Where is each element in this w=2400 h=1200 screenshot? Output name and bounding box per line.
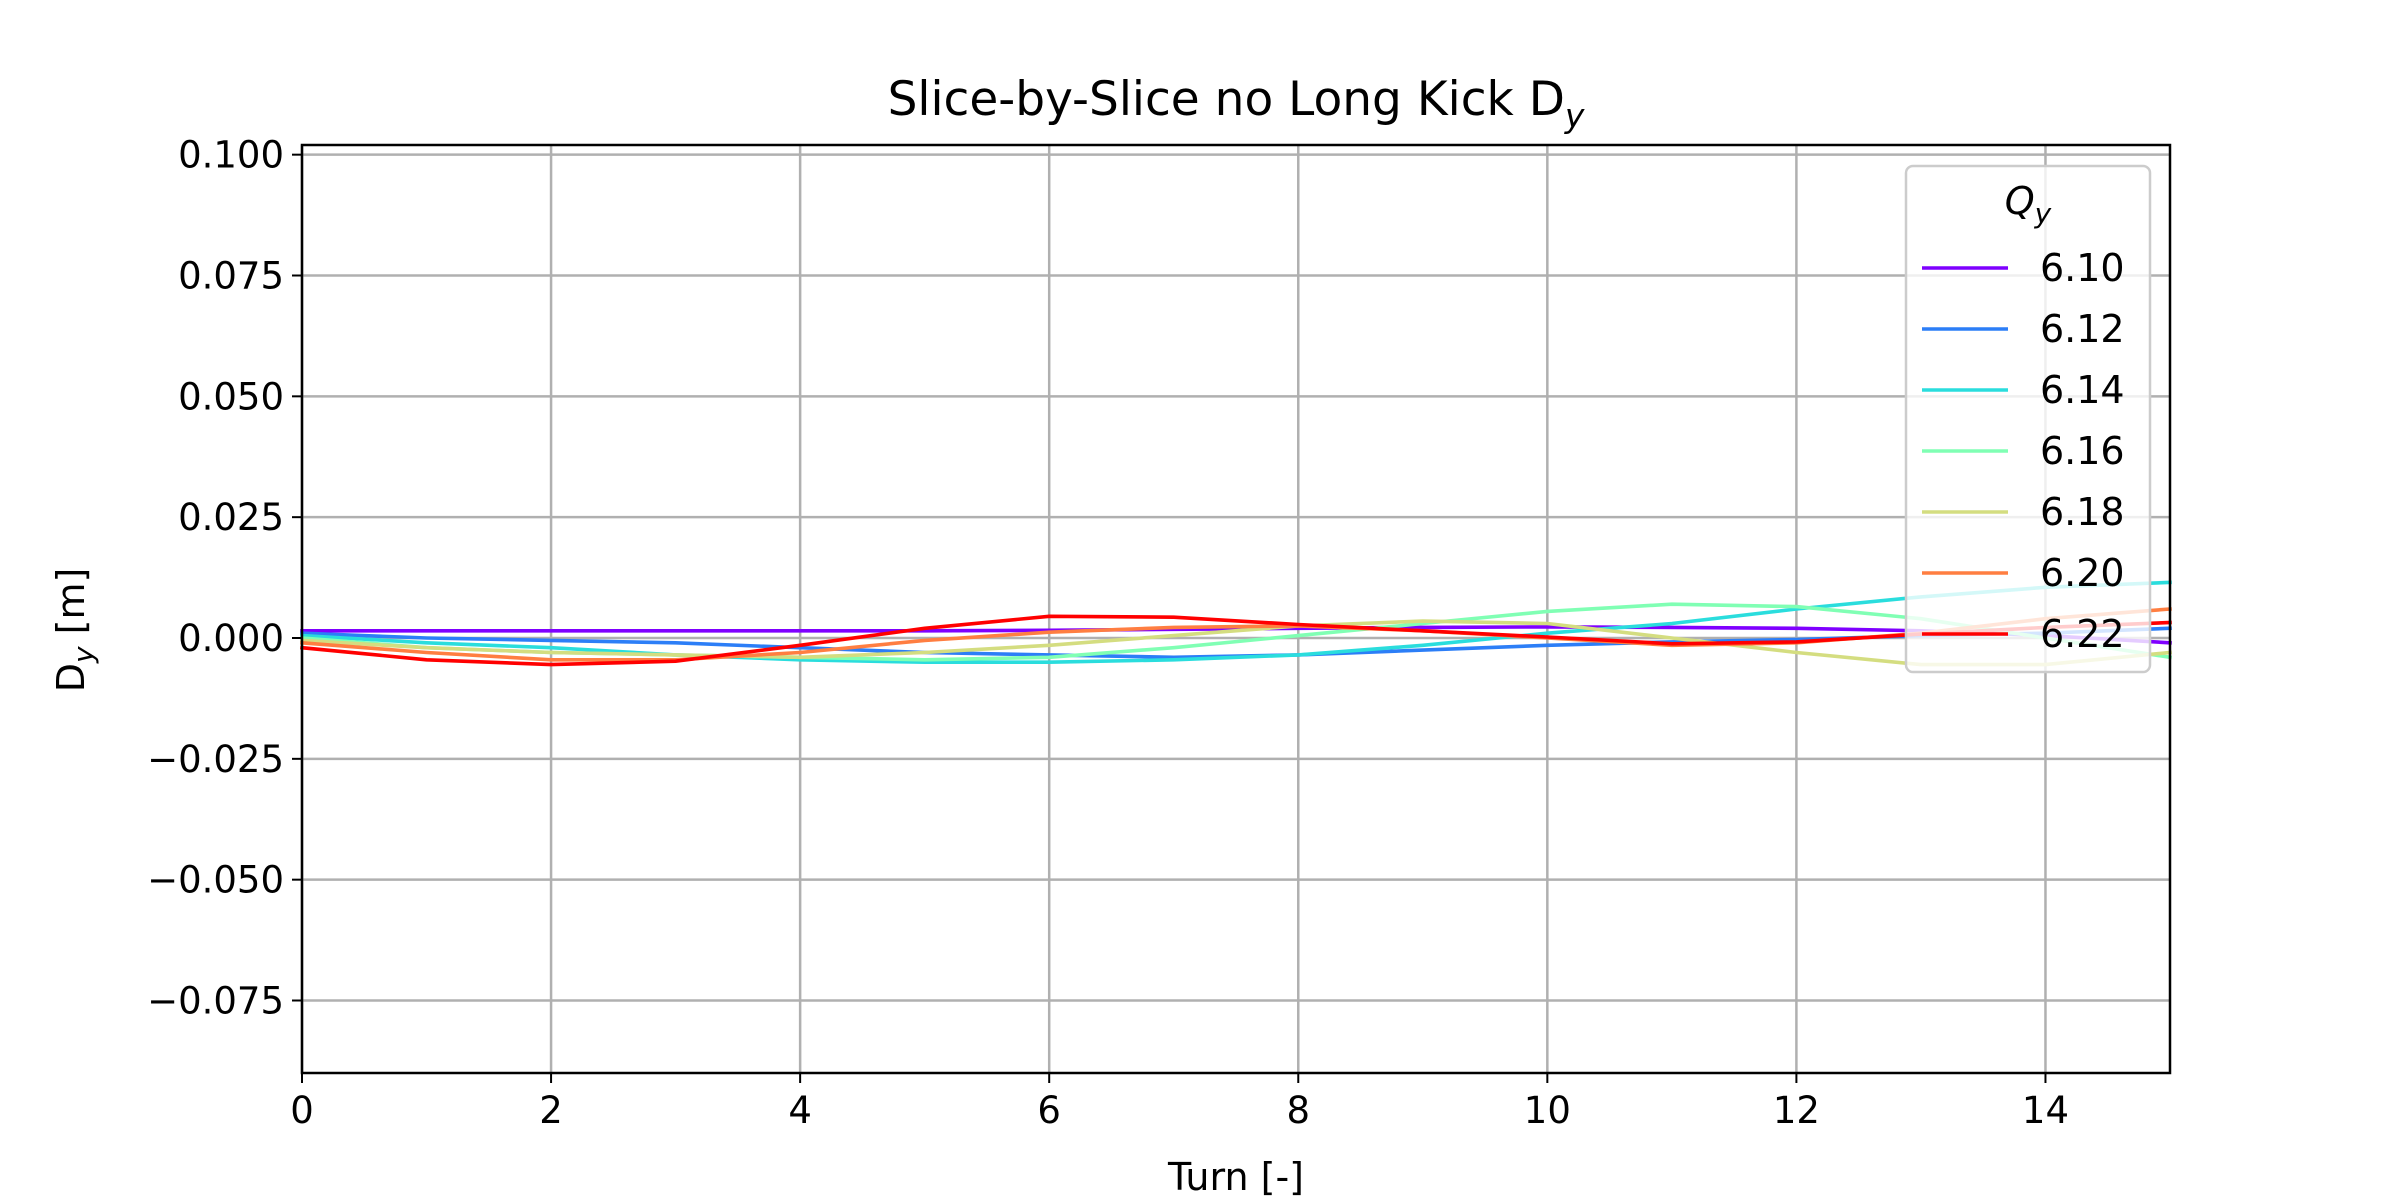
x-tick-label: 14	[2022, 1089, 2069, 1132]
series-line-6-14	[300, 580, 2172, 665]
y-tick-label: −0.050	[147, 859, 284, 902]
axis-ticks: 0 2 4 6 8 10 12 14 0.100 0.075 0.050 0.025 0.000 −0.0…	[147, 134, 2069, 1132]
x-tick-label: 12	[1773, 1089, 1820, 1132]
x-axis-label: Turn [-]	[1167, 1155, 1304, 1199]
x-tick-label: 8	[1286, 1089, 1310, 1132]
x-tick-label: 2	[539, 1089, 563, 1132]
legend-label: 6.10	[2040, 246, 2125, 290]
legend-label: 6.22	[2040, 612, 2125, 656]
y-tick-label: −0.075	[147, 980, 284, 1023]
legend-title: Qy	[2005, 179, 2052, 230]
legend-label: 6.16	[2040, 429, 2125, 473]
legend-label: 6.20	[2040, 551, 2125, 595]
series-line-6-18	[300, 619, 2172, 667]
y-tick-label: 0.100	[178, 134, 284, 177]
legend-box	[1904, 164, 2152, 674]
x-tick-label: 10	[1524, 1089, 1571, 1132]
grid	[300, 145, 2170, 1073]
y-tick-label: 0.075	[178, 255, 284, 298]
legend-label: 6.18	[2040, 490, 2125, 534]
series-line-6-10	[300, 625, 2172, 645]
legend-label: 6.12	[2040, 307, 2125, 351]
series-lines	[300, 580, 2173, 667]
x-tick-label: 6	[1037, 1089, 1061, 1132]
y-tick-label: 0.025	[178, 496, 284, 539]
legend-label: 6.14	[2040, 368, 2125, 412]
y-axis-label: Dy [m]	[49, 568, 100, 693]
y-tick-label: 0.000	[178, 617, 284, 660]
chart-title: Slice-by-Slice no Long Kick Dy	[888, 72, 1585, 135]
plot-frame	[300, 143, 2172, 1075]
x-tick-label: 0	[290, 1089, 314, 1132]
y-tick-label: −0.025	[147, 738, 284, 781]
x-tick-label: 4	[788, 1089, 812, 1132]
series-line-6-22	[300, 614, 2172, 667]
legend-entries: 6.10 6.12 6.14 6.16 6.18 6.20 6.22	[1922, 246, 2125, 656]
y-tick-label: 0.050	[178, 375, 284, 418]
legend: Qy 6.10 6.12 6.14 6.16 6.18 6.20 6.22	[1904, 164, 2152, 674]
